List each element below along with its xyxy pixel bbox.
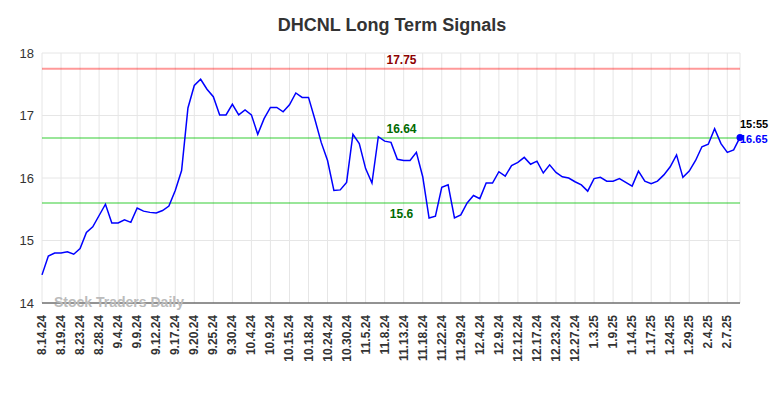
svg-text:10.4.24: 10.4.24	[244, 315, 258, 355]
svg-text:1.29.25: 1.29.25	[682, 315, 696, 355]
svg-text:14: 14	[20, 296, 34, 311]
svg-text:16.64: 16.64	[386, 122, 416, 136]
svg-text:1.14.25: 1.14.25	[625, 315, 639, 355]
svg-text:9.17.24: 9.17.24	[168, 315, 182, 355]
svg-text:11.29.24: 11.29.24	[454, 315, 468, 361]
svg-text:11.5.24: 11.5.24	[359, 315, 373, 355]
svg-text:11.8.24: 11.8.24	[378, 315, 392, 355]
svg-text:10.24.24: 10.24.24	[321, 315, 335, 362]
svg-text:9.9.24: 9.9.24	[130, 315, 144, 349]
svg-text:2.7.25: 2.7.25	[720, 315, 734, 349]
svg-text:9.25.24: 9.25.24	[206, 315, 220, 355]
svg-text:9.4.24: 9.4.24	[111, 315, 125, 349]
svg-text:12.9.24: 12.9.24	[492, 315, 506, 355]
svg-text:10.30.24: 10.30.24	[340, 315, 354, 362]
svg-text:1.17.25: 1.17.25	[644, 315, 658, 355]
svg-text:12.27.24: 12.27.24	[568, 315, 582, 362]
svg-text:8.14.24: 8.14.24	[35, 315, 49, 355]
svg-text:11.13.24: 11.13.24	[397, 315, 411, 361]
svg-text:1.3.25: 1.3.25	[587, 315, 601, 349]
svg-text:11.22.24: 11.22.24	[435, 315, 449, 361]
svg-text:16.65: 16.65	[740, 133, 768, 145]
svg-text:16: 16	[20, 171, 34, 186]
svg-text:2.4.25: 2.4.25	[701, 315, 715, 349]
html-text:Stock Traders Daily: Stock Traders Daily	[54, 294, 184, 310]
svg-text:9.12.24: 9.12.24	[149, 315, 163, 355]
svg-text:11.18.24: 11.18.24	[416, 315, 430, 361]
svg-text:17.75: 17.75	[386, 53, 416, 67]
svg-text:8.23.24: 8.23.24	[73, 315, 87, 355]
svg-text:15.6: 15.6	[390, 207, 414, 221]
svg-text:12.4.24: 12.4.24	[473, 315, 487, 355]
svg-text:9.20.24: 9.20.24	[187, 315, 201, 355]
svg-text:12.12.24: 12.12.24	[511, 315, 525, 362]
svg-text:12.23.24: 12.23.24	[549, 315, 563, 362]
html-text:DHCNL Long Term Signals: DHCNL Long Term Signals	[277, 15, 507, 35]
svg-text:8.19.24: 8.19.24	[54, 315, 68, 355]
svg-text:15: 15	[20, 233, 34, 248]
svg-text:9.30.24: 9.30.24	[225, 315, 239, 355]
svg-text:15:55: 15:55	[740, 118, 768, 130]
svg-text:10.18.24: 10.18.24	[302, 315, 316, 362]
svg-text:18: 18	[20, 46, 34, 61]
svg-text:10.9.24: 10.9.24	[263, 315, 277, 355]
svg-text:12.17.24: 12.17.24	[530, 315, 544, 362]
svg-text:8.28.24: 8.28.24	[92, 315, 106, 355]
svg-text:1.24.25: 1.24.25	[663, 315, 677, 355]
svg-text:1.9.25: 1.9.25	[606, 315, 620, 349]
svg-text:10.15.24: 10.15.24	[282, 315, 296, 362]
svg-text:17: 17	[20, 108, 34, 123]
